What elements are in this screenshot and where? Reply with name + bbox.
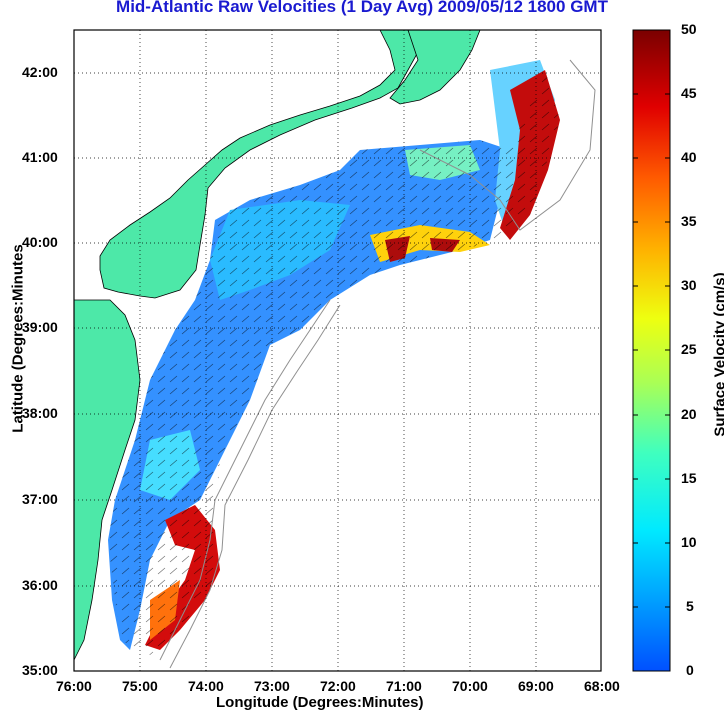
plot-frame: [73, 29, 602, 672]
colorbar-label: Surface Velocity (cm/s): [711, 272, 724, 437]
colorbar-tick: 10: [681, 534, 697, 550]
y-tick: 41:00: [22, 149, 58, 165]
colorbar-ticks: [633, 93, 670, 608]
y-tick: 42:00: [22, 64, 58, 80]
x-tick: 69:00: [518, 678, 554, 694]
y-tick: 37:00: [22, 491, 58, 507]
colorbar-tick: 15: [681, 470, 697, 486]
x-axis-label: Longitude (Degrees:Minutes): [216, 694, 424, 711]
x-tick: 75:00: [122, 678, 158, 694]
y-axis-label: Latitude (Degrees:Minutes: [9, 244, 27, 433]
y-tick: 39:00: [22, 319, 58, 335]
colorbar-tick: 0: [686, 662, 694, 678]
land-mass-south: [73, 299, 141, 661]
colorbar-tick: 50: [681, 21, 697, 37]
x-tick: 74:00: [188, 678, 224, 694]
colorbar-tick: 25: [681, 341, 697, 357]
colorbar-tick: 40: [681, 149, 697, 165]
colorbar-tick: 5: [686, 598, 694, 614]
x-tick: 70:00: [452, 678, 488, 694]
y-tick: 40:00: [22, 234, 58, 250]
new-england: [389, 29, 481, 105]
colorbar-tick: 45: [681, 85, 697, 101]
y-tick: 35:00: [22, 662, 58, 678]
x-tick: 76:00: [56, 678, 92, 694]
grid: [74, 30, 601, 671]
map-title: Mid-Atlantic Raw Velocities (1 Day Avg) …: [116, 0, 608, 16]
colorbar-tick: 30: [681, 277, 697, 293]
vector-arrows: [108, 70, 560, 655]
x-tick: 73:00: [254, 678, 290, 694]
x-tick: 68:00: [584, 678, 620, 694]
bathymetry-contours: [159, 59, 596, 669]
land-mass: [74, 29, 419, 299]
colorbar-tick: 35: [681, 213, 697, 229]
x-tick: 71:00: [386, 678, 422, 694]
y-tick: 36:00: [22, 577, 58, 593]
x-tick: 72:00: [320, 678, 356, 694]
y-tick: 38:00: [22, 405, 58, 421]
colorbar-tick: 20: [681, 406, 697, 422]
colorbar: [632, 29, 671, 672]
